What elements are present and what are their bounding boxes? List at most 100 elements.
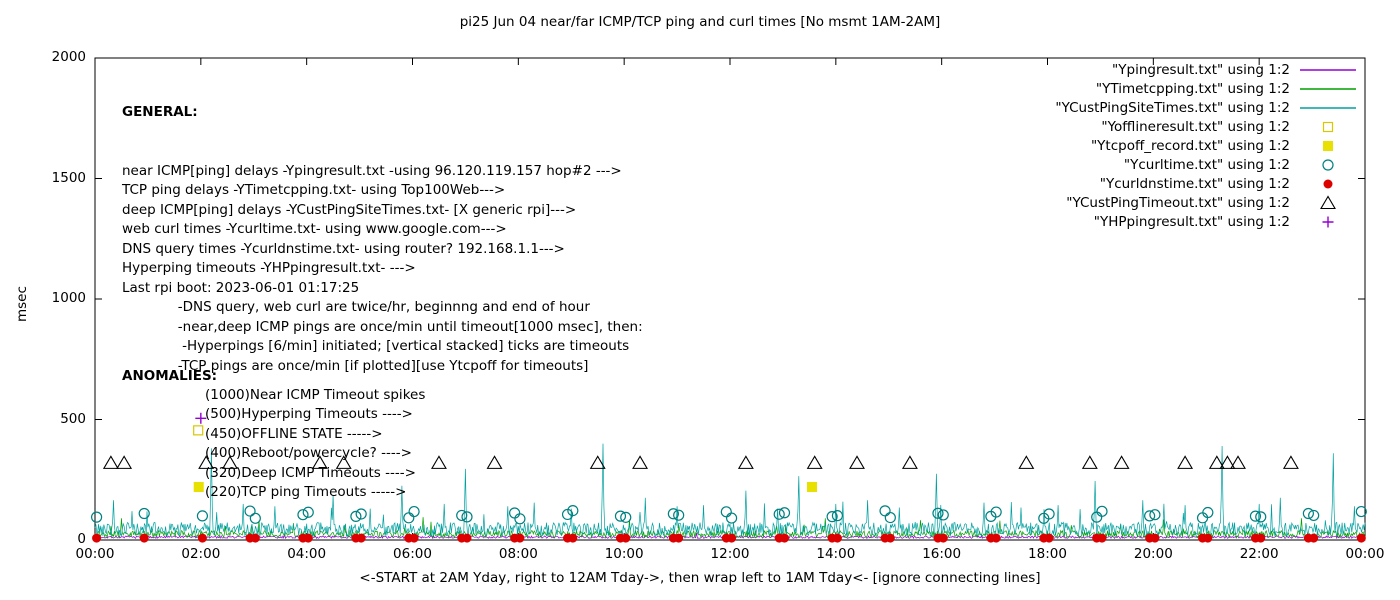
data-point — [102, 455, 119, 469]
data-point — [90, 511, 103, 523]
x-tick-label: 22:00 — [1239, 546, 1279, 562]
circle-open-legend-icon — [1322, 158, 1334, 171]
data-point — [831, 510, 844, 522]
data-point — [515, 533, 525, 543]
x-axis-label: <-START at 2AM Yday, right to 12AM Tday-… — [359, 570, 1041, 586]
data-point — [350, 510, 362, 522]
general-line: deep ICMP[ping] delays -YCustPingSiteTim… — [122, 201, 577, 218]
data-point — [849, 455, 865, 469]
data-point — [311, 455, 328, 469]
data-point — [807, 481, 818, 492]
data-point — [720, 506, 732, 518]
data-point — [568, 533, 578, 543]
data-point — [1322, 121, 1334, 132]
series-line-YCustPingSiteTimes.txt — [94, 443, 1366, 538]
data-point — [249, 512, 261, 524]
data-point — [1096, 505, 1108, 517]
data-point — [297, 509, 309, 521]
data-point — [138, 507, 150, 520]
data-point — [879, 505, 891, 517]
legend-item: "YTimetcpping.txt" using 1:2 — [1055, 79, 1360, 98]
data-point — [1249, 510, 1262, 522]
data-point — [1322, 158, 1334, 171]
x-tick-label: 20:00 — [1133, 546, 1173, 562]
anomaly-line: (450)OFFLINE STATE -----> — [205, 425, 383, 442]
data-point — [932, 507, 944, 519]
anomalies-title: ANOMALIES: — [122, 368, 218, 384]
data-point — [1202, 506, 1214, 519]
legend-item: "Ytcpoff_record.txt" using 1:2 — [1055, 136, 1360, 155]
legend-item: "YCustPingSiteTimes.txt" using 1:2 — [1055, 98, 1360, 117]
data-point — [1043, 508, 1055, 520]
data-point — [1282, 455, 1299, 469]
general-line: DNS query times -Ycurldnstime.txt- using… — [122, 240, 565, 257]
data-point — [116, 455, 133, 469]
data-point — [356, 533, 366, 543]
data-point — [486, 455, 503, 469]
legend-item-label: "YHPpingresult.txt" using 1:2 — [1093, 213, 1290, 230]
general-line: Last rpi boot: 2023-06-01 01:17:25 — [122, 279, 360, 296]
data-point — [431, 455, 447, 469]
data-point — [1355, 505, 1367, 518]
data-point — [780, 533, 790, 543]
data-point — [355, 508, 367, 520]
data-point — [826, 511, 838, 523]
data-point — [139, 533, 149, 543]
data-point — [1149, 509, 1161, 521]
y-tick-label: 500 — [60, 410, 86, 427]
data-point — [1177, 455, 1194, 469]
data-point — [1309, 533, 1319, 543]
data-point — [1322, 216, 1334, 227]
data-point — [409, 533, 419, 543]
x-tick-label: 16:00 — [922, 546, 962, 562]
data-point — [832, 533, 842, 543]
circle-filled-legend-icon — [1323, 179, 1333, 188]
line-legend-icon — [1300, 87, 1356, 90]
legend-item-label: "YTimetcpping.txt" using 1:2 — [1095, 80, 1290, 97]
legend-item-label: "Ycurltime.txt" using 1:2 — [1123, 156, 1290, 173]
x-tick-label: 06:00 — [393, 546, 432, 562]
general-line: near ICMP[ping] delays -Ypingresult.txt … — [122, 162, 622, 179]
data-point — [221, 455, 238, 469]
data-point — [778, 507, 791, 519]
general-line: -DNS query, web curl are twice/hr, begin… — [122, 299, 590, 315]
legend: "Ypingresult.txt" using 1:2 "YTimetcpping… — [1055, 60, 1360, 231]
data-point — [193, 425, 204, 436]
data-point — [1150, 533, 1160, 543]
data-point — [335, 455, 352, 469]
anomaly-line: (220)TCP ping Timeouts -----> — [205, 484, 407, 501]
y-tick-label: 0 — [77, 531, 86, 547]
x-tick-label: 00:00 — [1345, 546, 1385, 562]
line-legend-icon — [1300, 106, 1356, 109]
data-point — [620, 511, 632, 523]
data-point — [991, 533, 1001, 543]
plus-legend-icon — [1322, 216, 1334, 227]
data-point — [990, 506, 1002, 518]
data-point — [806, 455, 823, 469]
legend-item: "Ycurltime.txt" using 1:2 — [1055, 155, 1360, 174]
data-point — [1091, 511, 1103, 523]
data-point — [567, 504, 579, 517]
data-point — [1308, 509, 1320, 522]
legend-item: "Ypingresult.txt" using 1:2 — [1055, 60, 1360, 79]
data-point — [1113, 455, 1130, 469]
data-point — [196, 510, 209, 522]
data-point — [1203, 533, 1213, 543]
data-point — [614, 510, 627, 522]
data-point — [462, 533, 472, 543]
data-point — [737, 455, 754, 469]
data-point — [92, 533, 102, 543]
data-point — [937, 509, 949, 521]
data-point — [725, 512, 738, 524]
data-point — [727, 533, 737, 543]
data-point — [509, 507, 521, 519]
legend-item: "YCustPingTimeout.txt" using 1:2 — [1055, 193, 1360, 212]
data-point — [198, 455, 215, 469]
data-point — [632, 455, 648, 469]
data-point — [1097, 533, 1107, 543]
data-point — [884, 511, 896, 524]
general-line: -near,deep ICMP pings are once/min until… — [122, 318, 643, 335]
line-legend-icon — [1300, 68, 1356, 71]
legend-item: "Yofflineresult.txt" using 1:2 — [1055, 117, 1360, 136]
